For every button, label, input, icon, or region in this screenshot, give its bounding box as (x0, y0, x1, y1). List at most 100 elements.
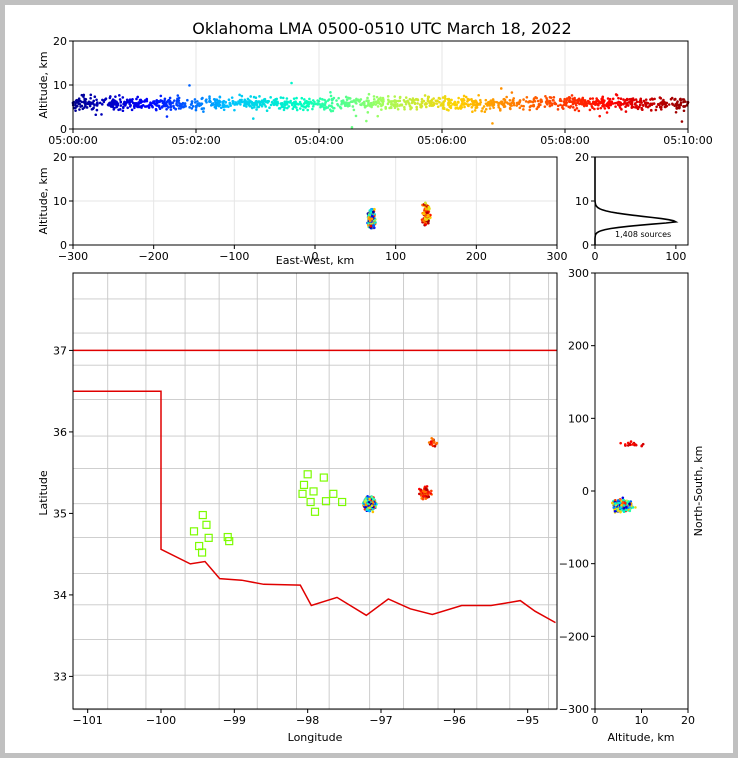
lma-station-marker (319, 473, 328, 482)
ns-height-source (623, 443, 627, 446)
time-height-source (359, 103, 362, 106)
time-height-source (133, 102, 137, 105)
plan-view-source (424, 487, 428, 490)
time-height-source (290, 81, 293, 85)
time-height-source (343, 104, 347, 108)
time-height-source (457, 96, 460, 100)
hist-y-tick-2: 20 (575, 151, 589, 164)
time-height-source (503, 100, 507, 104)
time-height-source (163, 97, 167, 101)
time-height-source (114, 95, 117, 98)
time-height-source (295, 96, 298, 100)
time-height-source (285, 100, 288, 103)
time-height-source (194, 101, 197, 104)
map-x-tick-3: −98 (296, 714, 319, 727)
time-height-source (302, 108, 305, 112)
time-height-source (222, 108, 226, 112)
time-height-source (354, 101, 357, 104)
time-height-source (89, 93, 93, 97)
time-height-source (110, 104, 114, 108)
time-height-source (483, 110, 487, 114)
time-height-source (95, 108, 99, 112)
time-height-source (564, 98, 567, 101)
plan-view-source (367, 509, 371, 513)
time-height-source (240, 98, 243, 102)
time-height-source (655, 105, 658, 109)
time-height-source (372, 95, 376, 98)
time-height-source (367, 92, 371, 96)
time-height-source (143, 105, 147, 108)
time-height-source (438, 97, 442, 100)
time-height-source (445, 108, 449, 111)
time-height-source (540, 98, 543, 102)
plan-view-source (364, 499, 368, 502)
time-height-source (171, 101, 175, 104)
time-height-source (556, 108, 560, 111)
time-height-source (551, 98, 555, 102)
time-height-source (658, 96, 662, 99)
time-height-source (95, 102, 98, 106)
time-height-source (524, 100, 528, 103)
time-height-source (84, 104, 87, 108)
ew-height-source (369, 224, 373, 228)
time-height-source (518, 99, 522, 102)
time-height-source (219, 106, 223, 110)
time-height-source (575, 107, 579, 110)
time-height-source (217, 103, 221, 106)
time-height-source (531, 100, 535, 104)
time-height-source (292, 105, 296, 109)
time-height-source (384, 107, 388, 110)
lma-station-marker (197, 548, 207, 557)
altitude-histogram-panel: 0 100 0 10 20 1,408 sources (575, 151, 689, 263)
time-height-source (291, 107, 295, 111)
time-height-source (580, 98, 584, 101)
time-height-source (322, 103, 326, 107)
time-height-source (303, 105, 306, 109)
time-height-source (311, 107, 314, 111)
time-height-source (505, 95, 508, 99)
time-height-source (623, 102, 627, 105)
plan-view-source (368, 497, 371, 501)
time-height-source (479, 98, 482, 102)
map-y-tick-2: 35 (53, 507, 67, 520)
time-height-source (305, 99, 308, 103)
time-height-source (177, 107, 181, 110)
ew-y-tick-1: 10 (53, 195, 67, 208)
time-height-source (303, 98, 306, 101)
time-height-source (567, 105, 570, 109)
time-height-source (532, 97, 536, 100)
time-height-source (484, 102, 488, 106)
plan-view-source (372, 498, 376, 502)
time-height-source (88, 104, 92, 108)
time-height-source (255, 108, 258, 111)
time-height-source (248, 104, 252, 108)
time-height-source (156, 104, 160, 107)
ew-height-source (372, 207, 376, 211)
time-height-source (529, 104, 533, 108)
time-height-source (358, 99, 361, 103)
time-height-source (561, 104, 564, 108)
time-height-source (574, 104, 578, 107)
time-height-source (502, 97, 506, 101)
time-height-source (285, 97, 289, 100)
ns-height-source (641, 442, 645, 446)
time-height-source (93, 95, 97, 98)
time-height-source (77, 100, 80, 104)
time-height-source (444, 97, 447, 100)
time-height-source (636, 107, 640, 111)
time-height-source (428, 104, 432, 107)
time-height-source (237, 101, 240, 105)
time-y-tick-2: 20 (53, 35, 67, 48)
time-height-source (328, 108, 332, 111)
time-height-source (449, 106, 453, 110)
time-height-source (603, 107, 607, 110)
map-x-tick-5: −96 (443, 714, 466, 727)
ew-x-tick-6: 300 (547, 250, 568, 263)
time-height-source (74, 106, 77, 109)
time-height-source (414, 97, 418, 101)
time-height-source (354, 114, 358, 118)
time-height-source (172, 104, 175, 108)
time-height-source (663, 105, 667, 109)
time-height-source (418, 103, 422, 106)
time-height-source (675, 101, 679, 105)
